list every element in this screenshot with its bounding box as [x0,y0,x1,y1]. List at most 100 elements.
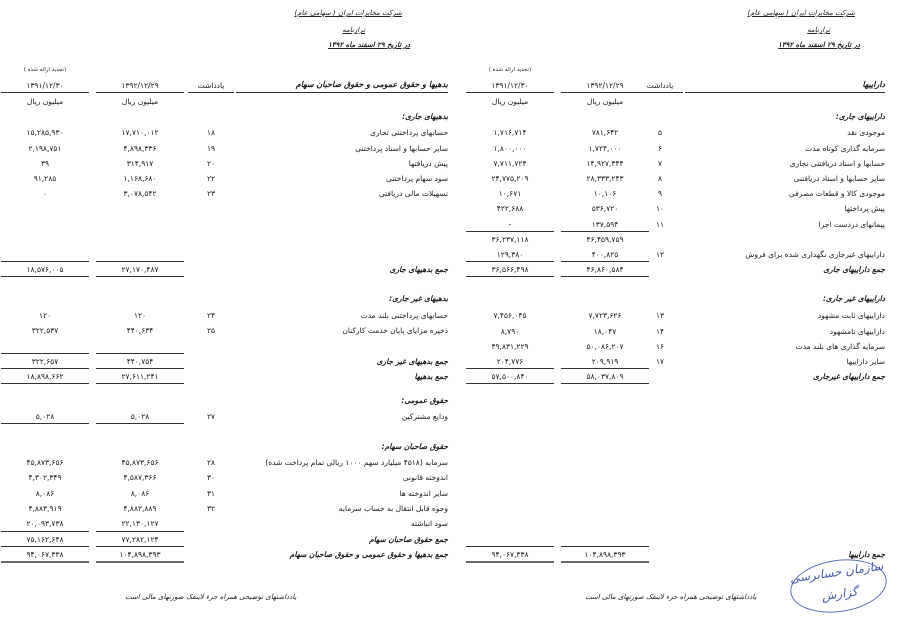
divider [188,92,234,93]
prior-year-value: ۹۴,۰۶۷,۳۳۸ [26,550,64,559]
prior-year-value: ۱۲۰ [38,311,52,320]
current-year-value: ۴,۸۹۸,۳۳۶ [123,144,157,153]
divider [466,92,554,93]
note-number: ۸ [657,174,663,183]
divider [1,353,89,354]
row-label: سود انباشته [410,519,448,528]
divider [637,92,683,93]
prior-year-value: ۴۵,۸۷۳,۶۵۶ [26,458,64,467]
prior-year-value: ۷,۴۵۶,۰۴۵ [493,311,527,320]
current-year-value: ۱۰۴,۸۹۸,۳۹۳ [119,550,161,559]
section-heading: داراییهای غیر جاری: [822,294,885,303]
current-year-value: ۴۴۰,۷۵۴ [126,357,154,366]
current-year-value: ۱۳۷,۵۹۴ [591,220,619,229]
statement-date: در تاریخ ۲۹ اسفند ماه ۱۳۹۲ [328,41,410,49]
divider [466,261,554,262]
unit-label: میلیون ریال [586,97,624,106]
liabilities-section: شرکت مخابرات ایران ( سهامی عام) ترازنامه… [1,9,448,563]
divider [561,561,649,563]
note-number: ۲۰ [206,159,216,168]
divider [561,368,649,369]
divider [466,231,554,232]
note-number: ۵ [657,128,663,137]
prior-year-value: ۸,۷۹۰ [500,327,520,336]
section-title: داراییها [862,80,885,89]
current-year-value: ۱۰۴,۸۹۸,۳۹۳ [584,550,626,559]
divider [561,276,649,277]
company-name: شرکت مخابرات ایران ( سهامی عام) [294,9,402,17]
note-column-header: یادداشت [646,81,674,90]
prior-year-header: ۱۳۹۱/۱۲/۳۰ [26,81,64,90]
divider [96,276,184,277]
row-label: پیش دریافتها [408,159,448,168]
row-label: سایر حسابها و اسناد دریافتنی [793,174,885,183]
note-number: ۳۱ [206,489,216,498]
prior-year-value: ۹۱,۲۸۵ [33,174,57,183]
current-year-value: ۷,۷۲۳,۶۲۶ [588,311,622,320]
note-number: ۹ [657,189,663,198]
note-number: ۱۴ [655,327,665,336]
prior-year-value: ۰ [42,189,48,198]
divider [1,423,89,424]
row-label: تسهیلات مالی دریافتی [378,189,448,198]
current-year-header: ۱۳۹۲/۱۲/۲۹ [586,81,624,90]
current-year-value: ۴۵,۸۷۳,۶۵۶ [121,458,159,467]
note-number: ۱۰ [655,204,665,213]
prior-year-header: ۱۳۹۱/۱۲/۳۰ [491,81,529,90]
divider [1,383,89,384]
prior-year-value: ۲۴,۷۷۵,۲۰۹ [491,174,529,183]
total-label: جمع بدهیهای جاری [389,265,448,274]
prior-year-value: ۱,۷۱۶,۷۱۴ [493,128,527,137]
prior-year-value: - [508,220,512,229]
current-year-value: ۵۸,۰۳۷,۸۰۹ [586,372,624,381]
row-label: سایر اندوخته ها [399,489,448,498]
row-label: موجودی نقد [847,128,885,137]
current-year-value: ۴,۵۸۷,۳۶۶ [123,473,157,482]
divider [685,92,885,93]
prior-year-value: ۷,۷۱۱,۷۲۴ [493,159,527,168]
divider [96,383,184,384]
prior-year-value: ۲,۱۹۸,۷۵۱ [28,144,62,153]
divider [96,353,184,354]
prior-year-value: ۳۲۲,۶۵۷ [31,357,59,366]
current-year-value: ۳,۰۷۸,۵۴۲ [123,189,157,198]
row-label: سایر داراییها [846,357,885,366]
current-year-value: ۱,۱۶۸,۶۸۰ [123,174,157,183]
current-year-value: ۱۷,۷۱۰,۰۱۲ [121,128,159,137]
unit-label: میلیون ریال [491,97,529,106]
prior-year-value: ۴,۸۸۳,۹۱۹ [28,504,62,513]
note-number: ۲۲ [206,174,216,183]
prior-year-value: ۲۰۴,۷۷۶ [496,357,524,366]
current-year-value: ۱۲۰ [133,311,147,320]
prior-year-value: ۲۰,۰۹۳,۷۳۸ [26,519,64,528]
row-label: حسابها و اسناد دریافتنی تجاری [789,159,885,168]
divider [1,276,89,277]
current-year-value: ۵۰,۰۸۶,۲۰۷ [586,342,624,351]
current-year-value: ۴,۸۸۲,۸۸۹ [123,504,157,513]
divider [96,368,184,369]
divider [561,383,649,384]
assets-section: شرکت مخابرات ایران ( سهامی عام) ترازنامه… [450,0,900,630]
section-title: بدهیها و حقوق عمومی و حقوق صاحبان سهام [295,80,448,89]
prior-year-value: ۳۹ [40,159,50,168]
total-label: جمع بدهیها و حقوق عمومی و حقوق صاحبان سه… [289,550,448,559]
row-label: پیش پرداختها [844,204,885,213]
divider [466,368,554,369]
row-label: موجودی کالا و قطعات مصرفی [788,189,885,198]
current-year-value: ۲۰۹,۹۱۹ [591,357,619,366]
note-number: ۶ [657,144,663,153]
divider [96,531,184,532]
row-label: اندوخته قانونی [402,473,448,482]
current-year-value: ۵,۰۲۸ [130,412,150,421]
divider [561,92,649,93]
company-name: شرکت مخابرات ایران ( سهامی عام) [747,9,855,17]
prior-year-value: ۳۲۲,۵۳۷ [31,326,59,335]
statement-title: ترازنامه [807,26,830,34]
footnote: یادداشتهای توضیحی همراه جزء لاینفک صورته… [585,593,757,601]
row-label: ذخیره مزایای پایان خدمت کارکنان [342,326,448,335]
row-label: حسابهای پرداختنی تجاری [370,128,448,137]
row-label: پیمانهای دردست اجرا [818,220,885,229]
current-year-value: ۲۷,۱۷۰,۴۸۷ [121,265,159,274]
current-year-value: ۱۴,۹۲۷,۳۴۴ [586,159,624,168]
note-number: ۷ [657,159,663,168]
